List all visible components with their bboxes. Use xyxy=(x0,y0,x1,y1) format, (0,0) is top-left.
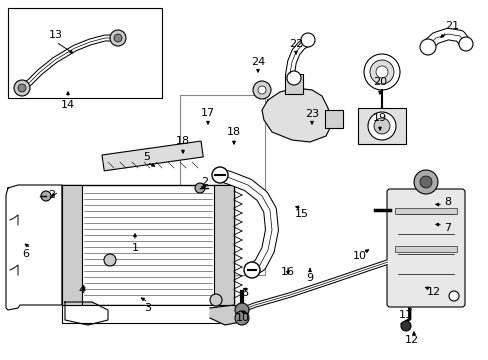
Text: 1: 1 xyxy=(131,243,138,253)
Text: 19: 19 xyxy=(372,113,386,123)
Text: 2: 2 xyxy=(48,190,56,200)
Text: 24: 24 xyxy=(250,57,264,67)
Text: 14: 14 xyxy=(61,100,75,110)
Circle shape xyxy=(286,71,301,85)
Bar xyxy=(394,208,456,214)
Circle shape xyxy=(373,118,389,134)
Circle shape xyxy=(448,291,458,301)
Circle shape xyxy=(212,167,227,183)
Text: 11: 11 xyxy=(398,310,412,320)
Circle shape xyxy=(375,66,387,78)
Bar xyxy=(102,141,203,171)
Circle shape xyxy=(367,112,395,140)
Circle shape xyxy=(104,254,116,266)
Circle shape xyxy=(209,294,222,306)
Text: 18: 18 xyxy=(176,136,190,146)
Polygon shape xyxy=(262,88,331,142)
Text: 15: 15 xyxy=(294,209,308,219)
Bar xyxy=(357,108,405,144)
Bar xyxy=(62,185,82,305)
Circle shape xyxy=(363,54,399,90)
Circle shape xyxy=(235,303,248,317)
Circle shape xyxy=(419,176,431,188)
Text: 8: 8 xyxy=(444,197,450,207)
Circle shape xyxy=(14,80,30,96)
Circle shape xyxy=(258,86,265,94)
Text: 6: 6 xyxy=(241,288,248,298)
Bar xyxy=(62,305,234,323)
Circle shape xyxy=(195,183,204,193)
Circle shape xyxy=(413,170,437,194)
Circle shape xyxy=(114,34,122,42)
Bar xyxy=(180,95,264,275)
Circle shape xyxy=(458,37,472,51)
Polygon shape xyxy=(65,302,108,325)
Circle shape xyxy=(110,30,126,46)
Circle shape xyxy=(252,81,270,99)
Text: 22: 22 xyxy=(288,39,303,49)
Bar xyxy=(62,185,234,305)
Polygon shape xyxy=(209,305,240,325)
Text: 6: 6 xyxy=(22,249,29,259)
Circle shape xyxy=(400,321,410,331)
Text: 10: 10 xyxy=(236,313,249,323)
FancyBboxPatch shape xyxy=(386,189,464,307)
Text: 12: 12 xyxy=(404,335,418,345)
Text: 2: 2 xyxy=(201,177,208,187)
Text: 12: 12 xyxy=(426,287,440,297)
Circle shape xyxy=(41,191,51,201)
Text: 21: 21 xyxy=(444,21,458,31)
Circle shape xyxy=(235,311,248,325)
Text: 18: 18 xyxy=(226,127,241,137)
Text: 5: 5 xyxy=(143,152,150,162)
Text: 7: 7 xyxy=(444,223,450,233)
Text: 23: 23 xyxy=(305,109,318,119)
Text: 20: 20 xyxy=(372,77,386,87)
Text: 9: 9 xyxy=(306,273,313,283)
Text: 13: 13 xyxy=(49,30,63,40)
Circle shape xyxy=(369,60,393,84)
Bar xyxy=(285,74,303,94)
Bar xyxy=(8,8,162,98)
Bar xyxy=(214,185,234,305)
Circle shape xyxy=(244,262,260,278)
Bar xyxy=(394,246,456,252)
Text: 10: 10 xyxy=(352,251,366,261)
Circle shape xyxy=(301,33,314,47)
Circle shape xyxy=(419,39,435,55)
Text: 4: 4 xyxy=(78,285,85,295)
Text: 16: 16 xyxy=(281,267,294,277)
Bar xyxy=(325,110,342,128)
Text: 17: 17 xyxy=(201,108,215,118)
Circle shape xyxy=(18,84,26,92)
Text: 3: 3 xyxy=(144,303,151,313)
